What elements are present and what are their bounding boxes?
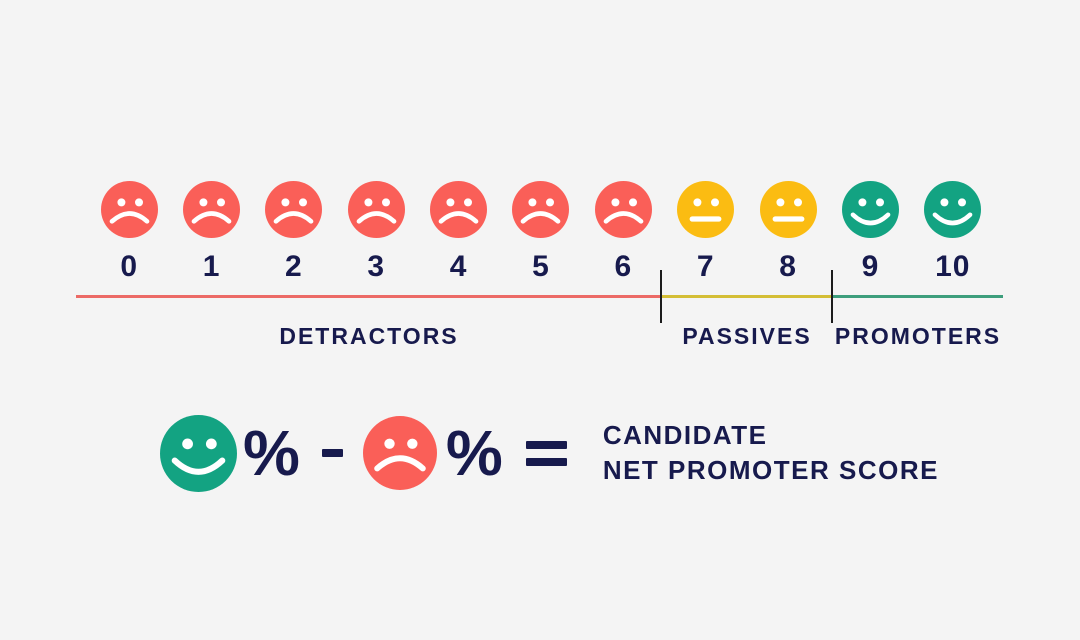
minus-sign — [321, 449, 343, 457]
scale-point-label: 7 — [696, 250, 715, 283]
scale-point-label: 2 — [285, 250, 303, 283]
scale-point-9: 9 — [829, 181, 911, 283]
scale-point-label: 1 — [202, 250, 221, 283]
scale-point-label: 8 — [779, 250, 797, 283]
scale-point-label: 10 — [935, 250, 971, 283]
scale-point-label: 3 — [367, 250, 386, 283]
detractor-percent-sign: % — [445, 417, 503, 489]
sad-face-icon — [100, 181, 158, 238]
scale-point-10: 10 — [912, 181, 994, 283]
neutral-face-icon — [677, 181, 735, 238]
equals-sign — [525, 440, 567, 466]
detractors-label: DETRACTORS — [279, 323, 459, 349]
scale-point-label: 6 — [614, 250, 633, 283]
happy-face-icon — [924, 181, 982, 238]
happy-face-icon — [841, 181, 899, 238]
detractors-line-segment — [76, 295, 661, 298]
sad-face-icon — [265, 181, 323, 238]
equals-bar — [525, 457, 567, 466]
equals-bar — [525, 440, 567, 449]
scale-point-8: 8 — [747, 181, 829, 283]
segment-divider — [660, 270, 662, 323]
formula-result-text: CANDIDATE NET PROMOTER SCORE — [603, 418, 939, 488]
promoters-label: PROMOTERS — [834, 323, 1002, 349]
scale-point-3: 3 — [335, 181, 417, 283]
promoter-percent-sign: % — [243, 417, 300, 489]
happy-face-icon — [160, 414, 237, 492]
nps-formula: % % CANDIDATE NET PROMOTER SCORE — [160, 413, 939, 493]
neutral-face-icon — [759, 181, 817, 238]
scale-point-label: 4 — [449, 250, 468, 283]
sad-face-icon — [347, 181, 405, 238]
rating-scale-row: 0 1 2 3 4 5 6 7 8 9 10 — [88, 181, 994, 283]
sad-face-icon — [512, 181, 570, 238]
scale-point-5: 5 — [500, 181, 582, 283]
sad-face-icon — [430, 181, 488, 238]
scale-point-label: 5 — [532, 250, 550, 283]
sad-face-icon — [594, 181, 652, 238]
scale-point-7: 7 — [665, 181, 747, 283]
scale-point-0: 0 — [88, 181, 170, 283]
result-line-1: CANDIDATE — [602, 420, 768, 450]
result-line-2: NET PROMOTER SCORE — [602, 455, 939, 485]
segment-divider — [831, 270, 833, 323]
passives-label: PASSIVES — [682, 323, 812, 349]
scale-point-label: 9 — [861, 250, 880, 283]
sad-face-icon — [362, 416, 437, 490]
scale-point-2: 2 — [253, 181, 335, 283]
scale-point-1: 1 — [170, 181, 252, 283]
scale-point-label: 0 — [120, 250, 139, 283]
promoters-line-segment — [832, 295, 1003, 298]
scale-point-6: 6 — [582, 181, 664, 283]
passives-line-segment — [661, 295, 832, 298]
scale-point-4: 4 — [417, 181, 499, 283]
sad-face-icon — [183, 181, 241, 238]
